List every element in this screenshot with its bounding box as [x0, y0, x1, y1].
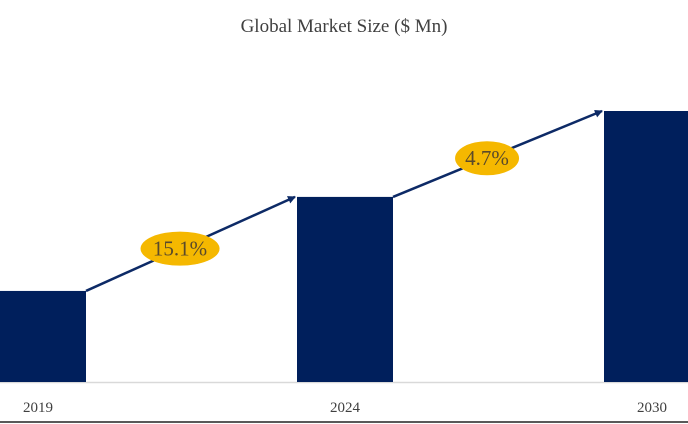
cagr-label: 4.7%	[465, 146, 509, 170]
bar-2019	[0, 290, 86, 382]
cagr-badge	[140, 231, 220, 266]
x-tick-label: 2030	[637, 400, 667, 416]
chart-title: Global Market Size ($ Mn)	[240, 16, 448, 37]
bar-2030	[604, 111, 688, 382]
cagr-badge	[455, 141, 520, 176]
x-tick-label: 2019	[23, 400, 53, 416]
x-tick-label: 2024	[330, 400, 361, 416]
bar-2024	[297, 196, 393, 382]
cagr-label: 15.1%	[153, 237, 207, 261]
